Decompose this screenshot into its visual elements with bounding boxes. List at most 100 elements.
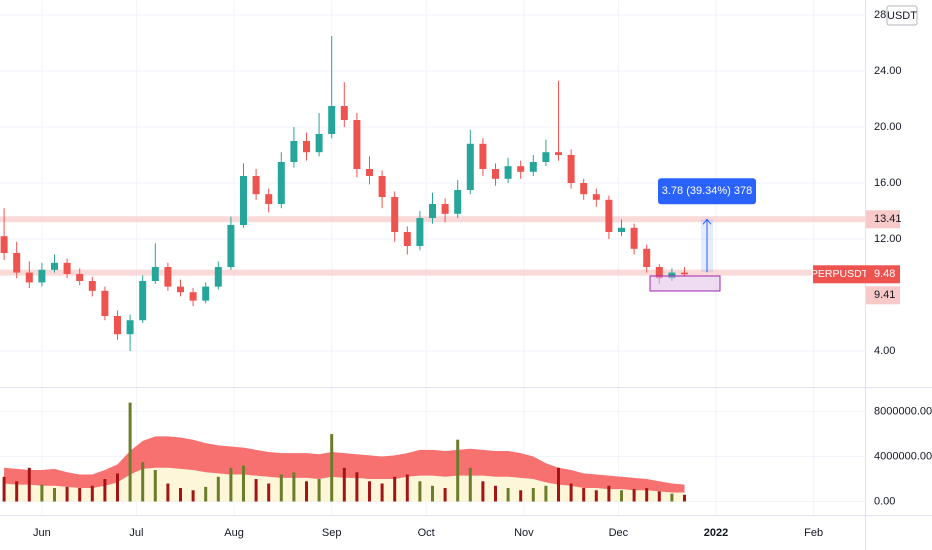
candle-body	[252, 175, 260, 195]
candle-body	[290, 140, 298, 162]
volume-bar	[292, 472, 296, 502]
volume-bar	[115, 473, 119, 502]
volume-bar	[431, 485, 434, 502]
y-tick-label: 12.00	[874, 233, 902, 245]
volume-bar	[683, 494, 687, 502]
candle-body	[492, 168, 500, 179]
volume-bar	[456, 439, 460, 502]
volume-bar	[393, 476, 397, 502]
symbol-label: PERPUSDT	[811, 268, 869, 280]
candle-body	[466, 143, 474, 190]
volume-bar	[103, 479, 107, 502]
candle-body	[50, 262, 58, 270]
volume-bar	[65, 486, 69, 502]
volume-bar	[279, 474, 283, 502]
volume-bar	[494, 485, 498, 502]
candle-body	[340, 105, 348, 120]
candle-body	[365, 168, 373, 176]
candle-body	[529, 161, 537, 172]
highlight-box	[649, 275, 721, 292]
volume-bar	[304, 481, 308, 502]
candle-body	[391, 197, 399, 233]
volume-bar	[267, 483, 271, 502]
candle-body	[265, 194, 273, 205]
candle-body	[214, 267, 222, 287]
volume-bar	[178, 488, 182, 502]
candle-body	[101, 290, 109, 317]
candle-body	[454, 189, 462, 214]
currency-badge[interactable]	[886, 5, 918, 26]
candle-body	[580, 182, 588, 195]
x-tick-label: Dec	[609, 527, 629, 539]
volume-bar	[582, 488, 586, 502]
candle-body	[189, 292, 197, 301]
volume-bar	[78, 488, 82, 502]
candle-body	[429, 204, 436, 219]
volume-bar	[317, 479, 321, 502]
volume-bar	[15, 481, 19, 502]
volume-bar	[355, 472, 359, 502]
volume-bar	[27, 467, 31, 502]
x-tick-label: Aug	[224, 527, 244, 539]
x-tick-label: Feb	[804, 527, 823, 539]
candle-body	[239, 175, 247, 226]
candle-body	[25, 272, 33, 283]
volume-bar	[657, 491, 661, 502]
candle-body	[176, 286, 184, 293]
y-tick-label: 28	[874, 9, 886, 21]
candle-body	[517, 166, 525, 172]
volume-bar	[2, 476, 6, 502]
candle-body	[202, 286, 210, 301]
last-price-badge	[866, 265, 900, 284]
volume-bar	[519, 490, 523, 502]
volume-bar	[380, 483, 384, 502]
volume-bar	[569, 483, 573, 502]
x-tick-label: Oct	[418, 527, 435, 539]
volume-bar	[418, 481, 422, 502]
candle-body	[302, 140, 310, 153]
candle-body	[328, 105, 336, 134]
candle-body	[139, 281, 147, 321]
volume-bar	[645, 488, 649, 502]
volume-bar	[594, 490, 598, 502]
candle-body	[277, 161, 285, 205]
measure-arrow-head	[702, 218, 712, 225]
volume-bar	[405, 474, 409, 502]
candle-body	[76, 274, 84, 282]
volume-bar	[607, 485, 611, 502]
candle-body	[403, 232, 411, 247]
candle-body	[0, 236, 8, 254]
candle-body	[88, 281, 96, 291]
symbol-badge	[813, 265, 866, 284]
candles	[0, 35, 689, 352]
candle-body	[151, 267, 159, 282]
volume-bar	[443, 488, 447, 502]
candle-body	[630, 227, 638, 249]
x-tick-label: Nov	[514, 527, 534, 539]
axes: Jun Jul Aug Sep Oct Nov Dec 2022 Feb 4.00 12.00 16.…	[33, 9, 932, 539]
price-badge	[866, 210, 900, 229]
candle-body	[555, 152, 563, 155]
y-tick-label: 16.00	[874, 177, 902, 189]
volume-bar	[90, 485, 94, 502]
volume-bar	[468, 467, 472, 502]
volume-bar	[620, 490, 624, 502]
candle-body	[113, 316, 121, 335]
volume-bar	[40, 484, 44, 502]
candle-body	[416, 218, 424, 247]
measure-tool: 3.78 (39.34%) 378	[658, 178, 756, 273]
volume-bar	[632, 489, 636, 502]
x-tick-label: Jul	[129, 527, 143, 539]
y2-tick-label: 4000000.00	[874, 450, 932, 462]
x-tick-label: Sep	[322, 527, 342, 539]
y-tick-label: 24.00	[874, 65, 902, 77]
candle-body	[504, 166, 512, 179]
volume-bar	[254, 479, 258, 502]
candle-body	[63, 262, 71, 275]
price-badge	[866, 286, 900, 305]
grid	[0, 0, 865, 515]
volume-bar	[141, 462, 145, 502]
candle-body	[592, 194, 600, 200]
volume-bar	[506, 488, 510, 502]
